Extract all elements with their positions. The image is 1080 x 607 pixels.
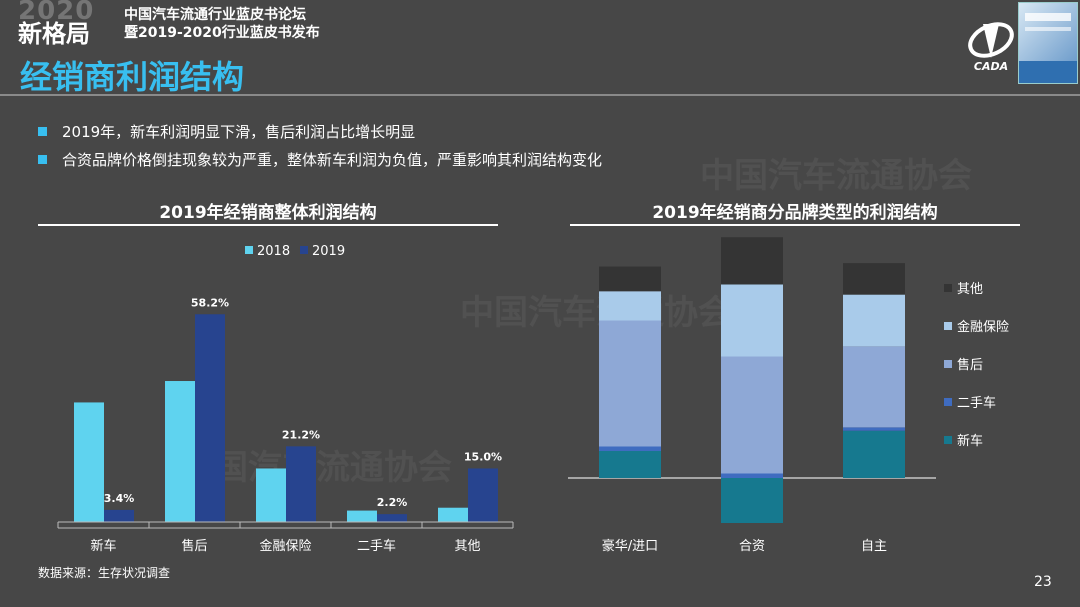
chart2-title-underline bbox=[570, 224, 1020, 226]
legend-label-其他: 其他 bbox=[957, 282, 983, 297]
data-label: 58.2% bbox=[191, 296, 229, 309]
legend-swatch-金融保险 bbox=[944, 322, 952, 330]
bar-2018-其他 bbox=[438, 507, 468, 522]
forum-title: 中国汽车流通行业蓝皮书论坛 暨2019-2020行业蓝皮书发布 bbox=[124, 6, 320, 42]
x-tick-label: 合资 bbox=[739, 539, 765, 554]
data-label: 15.0% bbox=[464, 450, 502, 463]
bar-2019-新车 bbox=[104, 509, 134, 522]
data-label: 3.4% bbox=[104, 492, 135, 505]
legend-swatch-2018 bbox=[245, 246, 253, 254]
stacked-bar-金融保险-豪华/进口 bbox=[599, 291, 661, 321]
bullet-item: 2019年，新车利润明显下滑，售后利润占比增长明显 bbox=[38, 122, 602, 150]
bullet-list: 2019年，新车利润明显下滑，售后利润占比增长明显 合资品牌价格倒挂现象较为严重… bbox=[38, 122, 602, 178]
stacked-bar-其他-合资 bbox=[721, 237, 783, 285]
bluebook-cover-image bbox=[1018, 2, 1078, 84]
stacked-bar-金融保险-自主 bbox=[843, 294, 905, 347]
legend-label-金融保险: 金融保险 bbox=[957, 319, 1009, 335]
stacked-bar-售后-自主 bbox=[843, 346, 905, 428]
stacked-bar-二手车-自主 bbox=[843, 427, 905, 431]
x-tick-label: 金融保险 bbox=[259, 538, 311, 554]
x-tick-label: 其他 bbox=[454, 539, 480, 554]
bar-2018-售后 bbox=[165, 381, 195, 522]
stacked-bar-新车-豪华/进口 bbox=[599, 451, 661, 478]
bullet-item: 合资品牌价格倒挂现象较为严重，整体新车利润为负值，严重影响其利润结构变化 bbox=[38, 150, 602, 178]
slide-header: 2020 新格局 中国汽车流通行业蓝皮书论坛 暨2019-2020行业蓝皮书发布… bbox=[0, 0, 1080, 96]
stacked-bar-金融保险-合资 bbox=[721, 284, 783, 357]
forum-title-line2: 暨2019-2020行业蓝皮书发布 bbox=[124, 25, 320, 41]
stacked-bar-二手车-合资 bbox=[721, 473, 783, 478]
bar-2019-其他 bbox=[468, 468, 498, 522]
stacked-bar-二手车-豪华/进口 bbox=[599, 446, 661, 451]
stacked-bar-新车-自主 bbox=[843, 430, 905, 478]
x-tick-label: 自主 bbox=[861, 539, 887, 554]
x-tick-label: 豪华/进口 bbox=[602, 538, 658, 554]
bar-2019-金融保险 bbox=[286, 446, 316, 522]
legend-swatch-新车 bbox=[944, 436, 952, 444]
stacked-bar-售后-合资 bbox=[721, 356, 783, 474]
stacked-bar-其他-豪华/进口 bbox=[599, 266, 661, 292]
legend-label-2018: 2018 bbox=[257, 244, 290, 259]
x-tick-label: 新车 bbox=[90, 538, 116, 554]
legend-label-售后: 售后 bbox=[957, 357, 983, 373]
chart2-title: 2019年经销商分品牌类型的利润结构 bbox=[652, 203, 938, 223]
data-label: 2.2% bbox=[377, 496, 408, 509]
legend-swatch-售后 bbox=[944, 360, 952, 368]
legend-label-新车: 新车 bbox=[957, 433, 983, 449]
legend-swatch-二手车 bbox=[944, 398, 952, 406]
watermark: 中国汽车流通协会 bbox=[700, 156, 972, 196]
bar-2018-二手车 bbox=[347, 510, 377, 522]
stacked-bar-售后-豪华/进口 bbox=[599, 320, 661, 447]
page-number: 23 bbox=[1034, 574, 1052, 590]
forum-title-line1: 中国汽车流通行业蓝皮书论坛 bbox=[124, 7, 306, 23]
bar-2018-新车 bbox=[74, 402, 104, 522]
stacked-bar-其他-自主 bbox=[843, 263, 905, 295]
legend-label-二手车: 二手车 bbox=[957, 395, 996, 411]
watermark: 中国汽车流通协会 bbox=[460, 293, 732, 333]
chart1-title: 2019年经销商整体利润结构 bbox=[159, 203, 377, 223]
title-divider bbox=[0, 94, 1080, 96]
bar-2019-售后 bbox=[195, 314, 225, 522]
stacked-bar-新车-合资 bbox=[721, 478, 783, 523]
brand-year: 2020 bbox=[18, 0, 95, 26]
legend-swatch-2019 bbox=[300, 246, 308, 254]
page-title: 经销商利润结构 bbox=[20, 58, 245, 96]
logo-text: CADA bbox=[974, 60, 1008, 73]
legend-swatch-其他 bbox=[944, 284, 952, 292]
bar-2019-二手车 bbox=[377, 514, 407, 522]
legend-label-2019: 2019 bbox=[312, 244, 345, 259]
cada-logo-icon: CADA bbox=[968, 22, 1014, 73]
x-tick-label: 售后 bbox=[181, 538, 207, 554]
data-label: 21.2% bbox=[282, 428, 320, 441]
brand-name: 新格局 bbox=[18, 20, 90, 48]
chart1-bar-chart: 2018 2019 3.4% 新车 58.2% 售后 21.2% 金融保险 2.2% 二手车 15.… bbox=[57, 244, 514, 554]
chart1-title-underline bbox=[38, 224, 498, 226]
x-tick-label: 二手车 bbox=[357, 538, 396, 554]
data-source: 数据来源：生存状况调查 bbox=[38, 566, 171, 580]
bar-2018-金融保险 bbox=[256, 468, 286, 522]
